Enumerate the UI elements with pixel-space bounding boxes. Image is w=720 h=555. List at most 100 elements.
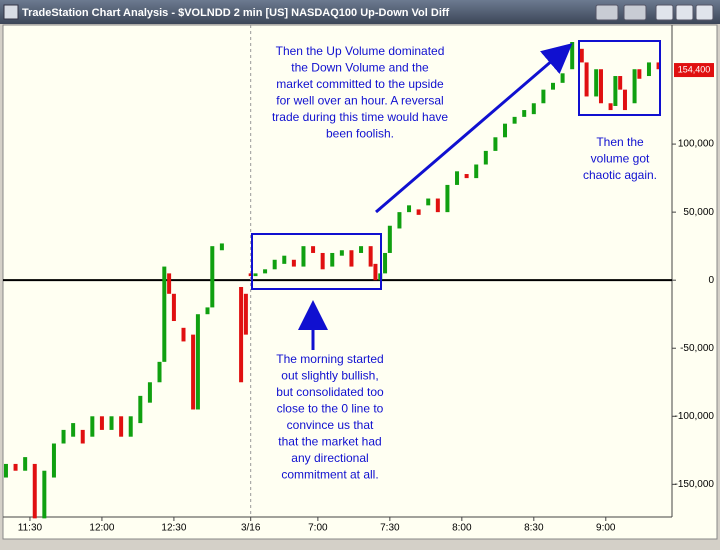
bar — [138, 395, 143, 424]
chart-area — [2, 24, 718, 540]
bar — [560, 73, 565, 83]
annotation: out slightly bullish, — [281, 369, 378, 383]
x-tick-label: 12:30 — [161, 523, 186, 534]
bar — [598, 69, 603, 104]
annotation: trade during this time would have — [272, 110, 448, 124]
bar — [570, 42, 575, 70]
app-icon — [3, 4, 19, 20]
bar — [359, 246, 364, 253]
bar — [493, 137, 498, 151]
bar — [301, 246, 306, 267]
bar — [541, 89, 546, 104]
bar — [210, 246, 215, 308]
x-tick-label: 8:30 — [524, 523, 544, 534]
bar — [483, 150, 488, 165]
bar — [416, 209, 421, 215]
annotation: Then the Up Volume dominated — [276, 44, 445, 58]
bar — [622, 89, 627, 111]
bar — [263, 269, 268, 274]
bar — [397, 212, 402, 229]
annotation: convince us that — [287, 418, 374, 432]
bar — [191, 334, 196, 410]
x-tick-label: 11:30 — [18, 523, 43, 534]
bar — [618, 76, 623, 90]
bar — [435, 198, 440, 213]
last-value-label: 154,400 — [678, 64, 711, 74]
y-tick-label: -100,000 — [675, 411, 715, 422]
bar — [503, 123, 508, 138]
bar — [426, 198, 431, 206]
bar — [646, 62, 651, 77]
window-title: TradeStation Chart Analysis - $VOLNDD 2 … — [22, 7, 450, 19]
bar — [80, 429, 85, 444]
y-tick-label: -150,000 — [675, 479, 715, 490]
symbol-button[interactable] — [595, 4, 619, 21]
bar — [205, 307, 210, 315]
bar — [248, 273, 253, 277]
maximize-button[interactable] — [675, 4, 694, 21]
annotation: any directional — [291, 451, 368, 465]
bar — [272, 259, 277, 270]
bar — [311, 246, 316, 253]
bar — [632, 69, 637, 104]
y-tick-label: 100,000 — [678, 139, 715, 150]
annotation: close to the 0 line to — [277, 402, 384, 416]
bar — [383, 252, 388, 274]
bar — [330, 252, 335, 267]
bar — [637, 69, 642, 79]
bar — [243, 293, 248, 335]
bar — [90, 416, 95, 437]
annotation: volume got — [591, 152, 650, 166]
bar — [99, 416, 104, 430]
bar — [61, 429, 66, 444]
minimize-button[interactable] — [655, 4, 674, 21]
bar — [349, 250, 354, 267]
bar — [32, 463, 37, 519]
annotation: for well over an hour. A reversal — [276, 94, 443, 108]
annotation: The morning started — [276, 352, 383, 366]
bar — [512, 116, 517, 124]
bar — [594, 69, 599, 97]
x-tick-label: 9:00 — [596, 523, 616, 534]
highlight-box — [251, 233, 382, 290]
bar — [474, 164, 479, 179]
bar — [531, 103, 536, 115]
annotation: but consolidated too — [276, 385, 384, 399]
y-tick-label: -50,000 — [680, 343, 714, 354]
annotation: market committed to the upside — [276, 77, 444, 91]
bar — [368, 246, 373, 267]
annotation: been foolish. — [326, 127, 394, 141]
bar — [147, 382, 152, 403]
bar — [71, 423, 76, 437]
bar — [51, 443, 56, 478]
bar — [109, 416, 114, 430]
bar — [387, 225, 392, 253]
bar — [320, 252, 325, 270]
bar — [445, 184, 450, 213]
menu-button[interactable] — [623, 4, 647, 21]
bar — [162, 266, 167, 362]
bar — [584, 62, 589, 97]
bar — [550, 82, 555, 90]
bar — [195, 314, 200, 410]
bar — [282, 255, 287, 264]
highlight-box — [578, 40, 661, 116]
annotation: commitment at all. — [281, 468, 378, 482]
bar — [42, 470, 47, 519]
y-tick-label: 0 — [708, 275, 714, 286]
bar — [339, 250, 344, 256]
bar — [522, 110, 527, 117]
bar — [455, 171, 460, 185]
bar — [407, 205, 412, 213]
annotation: that the market had — [278, 435, 381, 449]
close-button[interactable] — [695, 4, 714, 21]
bar — [13, 463, 18, 471]
bar — [373, 263, 378, 281]
x-tick-label: 7:30 — [380, 523, 400, 534]
bar — [157, 361, 162, 383]
bar — [464, 174, 469, 179]
x-tick-label: 7:00 — [308, 523, 328, 534]
bar — [23, 457, 28, 471]
bar — [3, 463, 8, 478]
